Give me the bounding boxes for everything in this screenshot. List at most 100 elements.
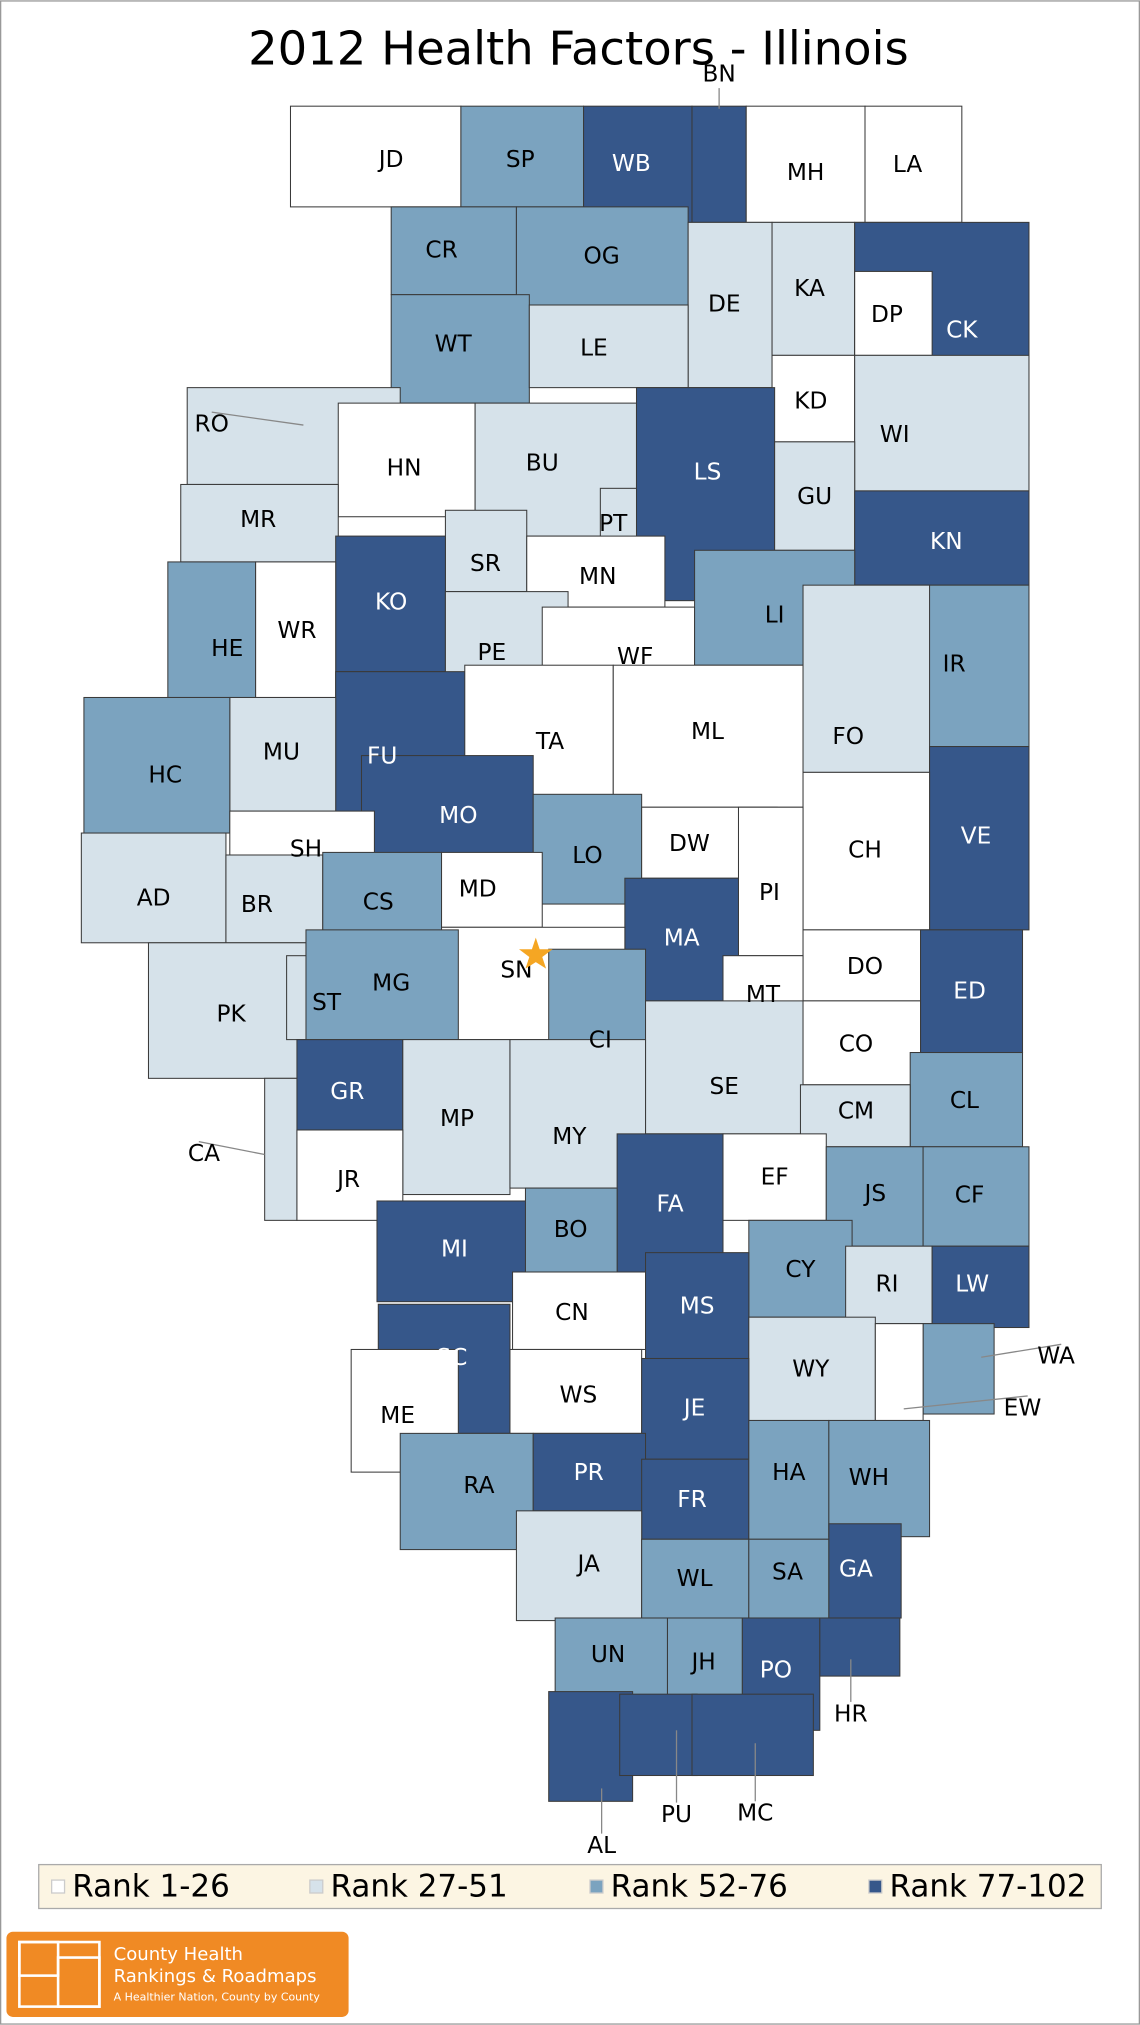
county-label: JE — [682, 1394, 706, 1421]
county-label: DW — [669, 830, 710, 857]
county — [929, 746, 1030, 931]
county-label: WL — [677, 1565, 713, 1592]
county — [845, 1245, 933, 1325]
county-label: MP — [440, 1105, 474, 1132]
county — [737, 806, 804, 957]
county-label: SP — [506, 146, 535, 173]
county — [180, 483, 339, 563]
logo-background — [6, 1931, 349, 2017]
county — [460, 105, 585, 208]
county-label: GR — [330, 1078, 364, 1105]
county — [335, 535, 446, 673]
county-label: LS — [694, 458, 722, 485]
county-label: SH — [290, 835, 322, 862]
county — [528, 304, 689, 389]
county-label: PT — [599, 510, 628, 537]
county-label: RA — [463, 1472, 494, 1499]
county-label: JR — [335, 1166, 360, 1193]
county — [554, 1617, 668, 1699]
county-label: WS — [560, 1381, 598, 1408]
counties — [80, 105, 1030, 1802]
county-label: MS — [680, 1292, 715, 1319]
county — [687, 221, 773, 389]
county — [509, 1348, 643, 1434]
county — [748, 1538, 830, 1619]
legend-swatch — [868, 1879, 883, 1894]
county — [616, 1133, 724, 1273]
county-label: GA — [839, 1556, 873, 1583]
county-label: CF — [955, 1181, 985, 1208]
county-label: DO — [847, 953, 883, 980]
county — [337, 402, 476, 518]
legend-box — [38, 1863, 1102, 1910]
county-label: CL — [950, 1087, 979, 1114]
county — [819, 1617, 901, 1677]
county — [828, 1419, 931, 1538]
county-label: BU — [526, 449, 559, 476]
county-label: BO — [554, 1216, 588, 1243]
logo-icon — [56, 1956, 101, 2008]
county-label: DP — [871, 301, 903, 328]
county — [854, 354, 1030, 492]
county-label: JA — [576, 1551, 600, 1578]
county-label: TA — [535, 728, 564, 755]
county — [641, 1357, 750, 1460]
county-label: HC — [148, 762, 182, 789]
county — [390, 294, 530, 404]
county — [691, 1693, 814, 1777]
county-label: MY — [552, 1123, 587, 1150]
county — [322, 851, 443, 933]
county-label: EW — [1004, 1394, 1042, 1421]
county-label: MG — [372, 970, 410, 997]
county-label: HR — [834, 1700, 868, 1727]
county-label: ME — [380, 1402, 415, 1429]
county-label: CO — [839, 1030, 874, 1057]
legend-label: Rank 52-76 — [611, 1868, 788, 1904]
county — [748, 1419, 830, 1540]
county — [441, 851, 543, 928]
county-label: EF — [761, 1163, 789, 1190]
county-label: LA — [893, 151, 922, 178]
logo: County Health Rankings & Roadmaps A Heal… — [6, 1931, 349, 2017]
county — [722, 1133, 827, 1221]
county-label: ML — [691, 718, 724, 745]
county — [147, 942, 307, 1079]
county — [524, 1187, 618, 1273]
county-label: KN — [930, 528, 963, 555]
county — [532, 793, 643, 905]
county — [931, 1245, 1030, 1329]
county-label: AL — [587, 1832, 616, 1859]
county-label: CN — [555, 1299, 589, 1326]
county — [532, 1432, 647, 1512]
county-label: MT — [746, 981, 781, 1008]
leader-line — [903, 1395, 1028, 1410]
county-label: ST — [312, 989, 342, 1016]
county-label: OG — [583, 243, 619, 270]
legend-swatch — [50, 1879, 66, 1894]
county-label: CH — [848, 837, 882, 864]
county-label: RO — [195, 411, 229, 438]
county-label: BN — [702, 61, 735, 88]
county-label: SC — [436, 1344, 467, 1371]
county-label: SE — [710, 1073, 739, 1100]
county-label: IR — [943, 651, 966, 678]
leader-line — [981, 1343, 1062, 1358]
county-labels: JD SP WB BN MH LA CR OG DE KA CK DP WT LE KD WI RO HN BU LS… — [137, 61, 1075, 1859]
county — [874, 1323, 924, 1421]
county-label: SA — [772, 1558, 803, 1585]
county-label: JH — [689, 1649, 715, 1676]
county-label: FO — [832, 723, 864, 750]
county-label: WI — [880, 421, 910, 448]
county-label: MO — [439, 802, 477, 829]
county — [645, 1000, 804, 1135]
county-label: CK — [946, 316, 978, 343]
county-label: MR — [240, 506, 276, 533]
county-label: KA — [794, 275, 825, 302]
county — [641, 1538, 750, 1619]
county — [619, 1693, 698, 1777]
county-label: MH — [787, 159, 825, 186]
county-label: PE — [478, 639, 507, 666]
county-label: KO — [375, 589, 407, 616]
county-label: HN — [387, 454, 422, 481]
county-label: AD — [137, 884, 171, 911]
